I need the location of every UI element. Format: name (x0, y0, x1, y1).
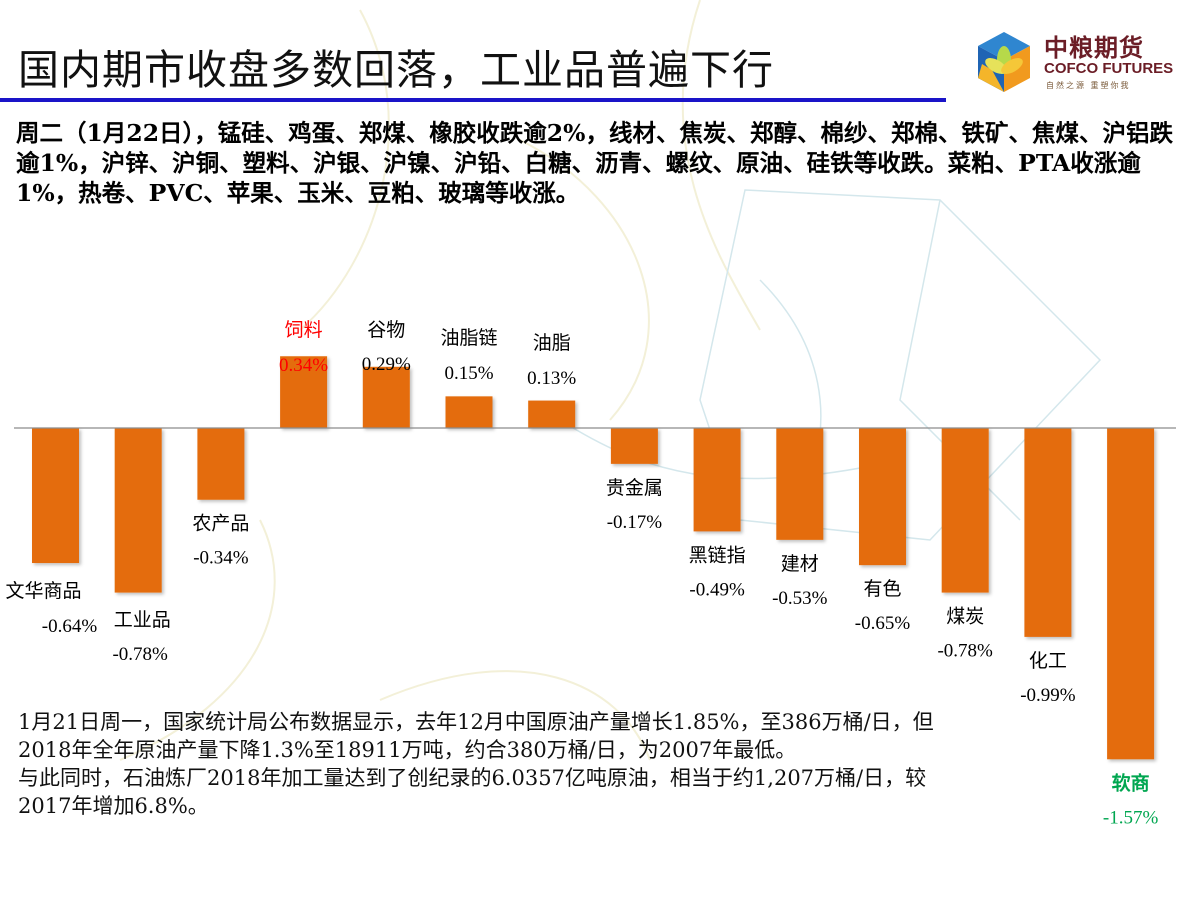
bar-13 (1107, 428, 1155, 760)
bar-7 (610, 428, 658, 464)
bar-10 (859, 428, 906, 566)
bar-1 (114, 428, 162, 593)
category-label: 油脂链 (440, 327, 497, 349)
logo-name-cn: 中粮期货 (1044, 34, 1144, 62)
note-paragraph: 与此同时，石油炼厂2018年加工量达到了创纪录的6.0357亿吨原油，相当于约1… (18, 766, 927, 818)
category-label: 软商 (1112, 771, 1150, 794)
page-title: 国内期市收盘多数回落，工业品普遍下行 (18, 46, 774, 94)
category-label: 建材 (781, 553, 819, 575)
category-label: 化工 (1029, 650, 1067, 672)
value-label: -0.99% (1020, 685, 1076, 706)
news-note: 1月21日周一，国家统计局公布数据显示，去年12月中国原油产量增长1.85%，至… (18, 708, 978, 820)
category-label: 文华商品 (5, 580, 81, 602)
value-label: -0.49% (689, 579, 745, 600)
bar-11 (941, 428, 989, 593)
market-summary: 周二（1月22日），锰硅、鸡蛋、郑煤、橡胶收跌逾2%，线材、焦炭、郑醇、棉纱、郑… (16, 119, 1173, 207)
category-label: 黑链指 (689, 544, 746, 566)
bar-2 (197, 428, 245, 500)
bar-8 (693, 428, 741, 532)
value-label: -1.57% (1103, 807, 1159, 828)
bar-4 (362, 366, 410, 428)
category-label: 农产品 (192, 513, 249, 535)
cube-logo-icon (978, 32, 1030, 92)
value-label: 0.15% (444, 363, 493, 384)
bar-6 (528, 400, 576, 428)
category-label: 油脂 (533, 332, 571, 354)
value-label: -0.17% (607, 512, 663, 533)
category-label: 贵金属 (606, 477, 663, 499)
logo-tagline: 自然之源 重塑你我 (1046, 81, 1131, 90)
value-label: 0.34% (279, 355, 328, 376)
category-label: 工业品 (114, 609, 171, 631)
category-label: 有色 (863, 578, 901, 600)
bar-3 (280, 356, 328, 428)
title-divider (0, 98, 946, 102)
category-label: 谷物 (367, 319, 405, 341)
value-label: -0.34% (193, 548, 249, 569)
note-paragraph: 1月21日周一，国家统计局公布数据显示，去年12月中国原油产量增长1.85%，至… (18, 710, 934, 762)
bar-0 (32, 428, 79, 564)
logo-name-en: COFCO FUTURES (1044, 60, 1174, 77)
value-label: -0.64% (42, 616, 98, 637)
value-label: -0.78% (112, 644, 168, 665)
category-label: 饲料 (285, 319, 323, 341)
bar-9 (776, 428, 824, 540)
value-label: -0.65% (855, 613, 911, 634)
cofco-logo: 中粮期货 COFCO FUTURES 自然之源 重塑你我 (972, 26, 1182, 96)
value-label: -0.78% (937, 641, 993, 662)
bar-5 (445, 396, 493, 428)
value-label: -0.53% (772, 588, 828, 609)
category-label: 煤炭 (946, 606, 984, 628)
value-label: 0.29% (362, 354, 411, 375)
value-label: 0.13% (527, 368, 576, 389)
bar-12 (1024, 428, 1072, 637)
